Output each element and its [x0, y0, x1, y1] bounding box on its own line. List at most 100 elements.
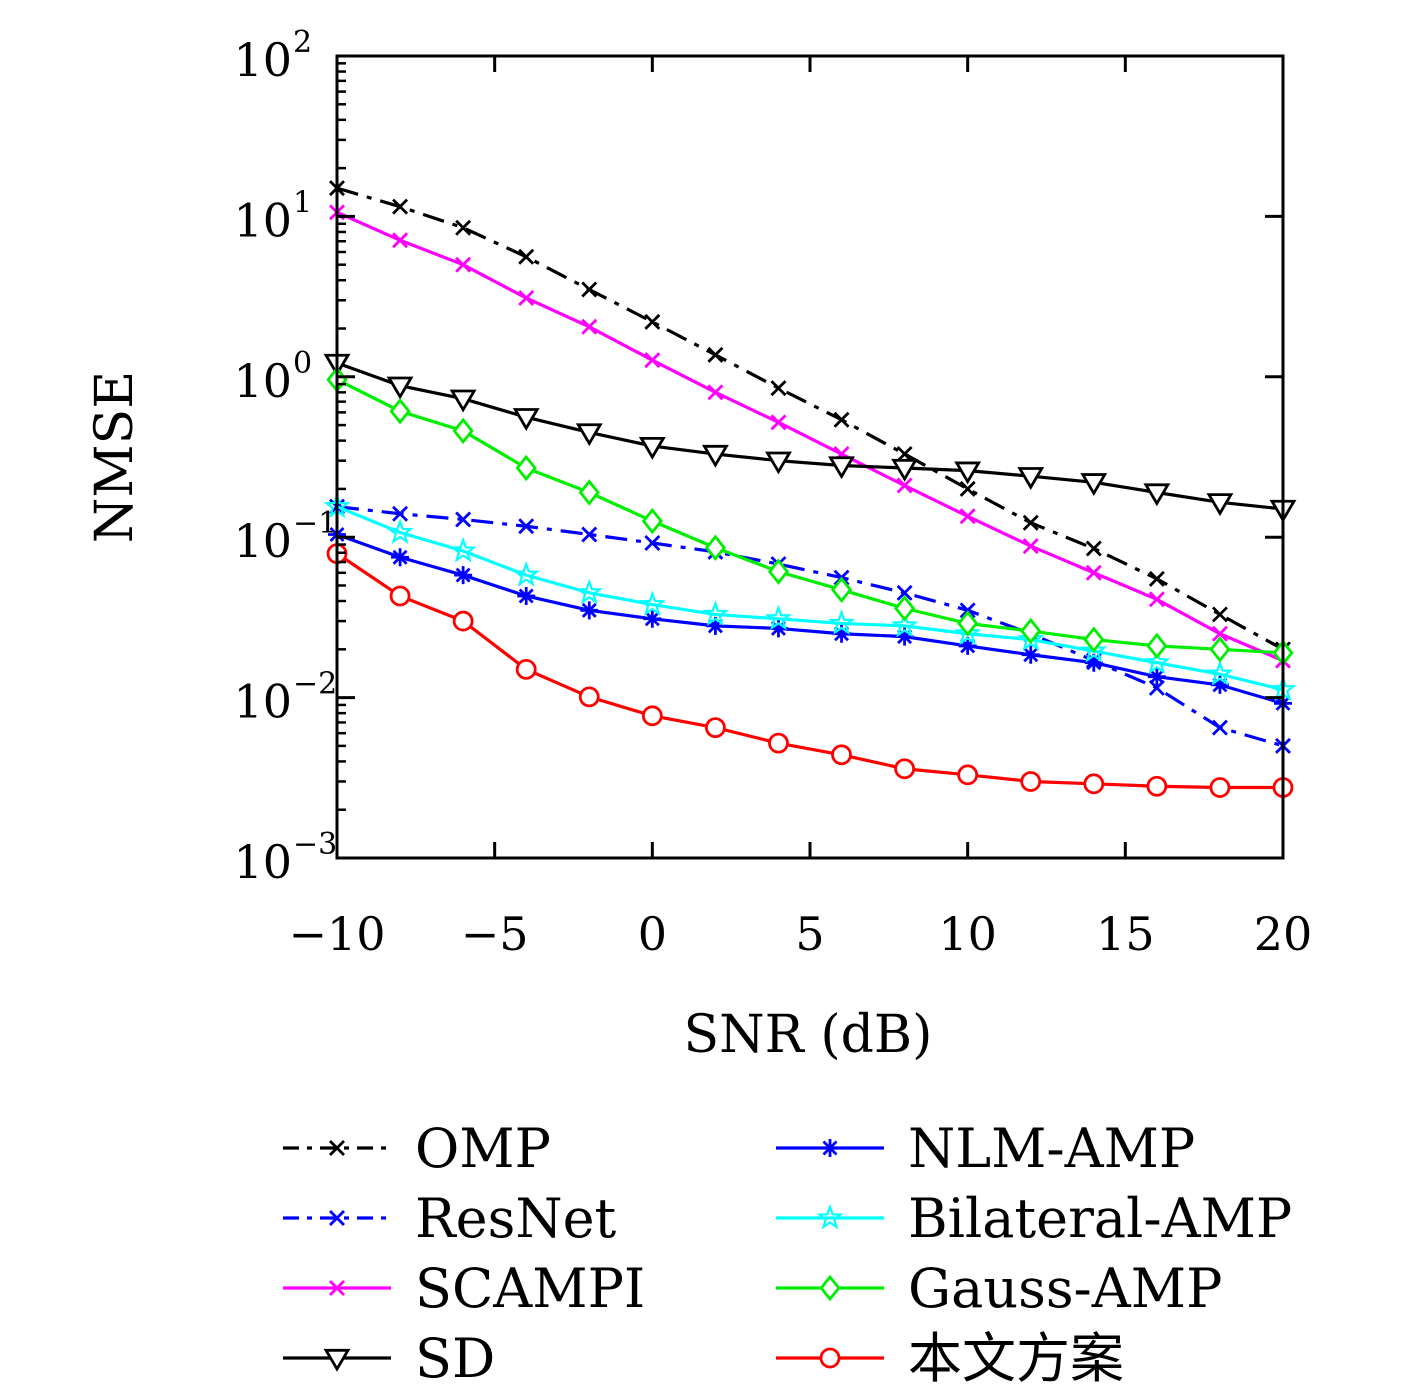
data-point-nlm-amp: [643, 609, 662, 628]
y-tick-label-base: 10: [233, 514, 292, 568]
series-line-omp: [336, 186, 1284, 651]
data-point-gauss-amp: [957, 610, 979, 637]
data-point-gauss-amp: [452, 417, 474, 445]
data-point-bilateral-amp: [954, 619, 982, 646]
y-axis-title: NMSE: [85, 371, 145, 543]
data-point-nlm-amp: [454, 566, 473, 585]
x-tick-label: 5: [795, 907, 824, 961]
data-point-nlm-amp: [706, 616, 725, 635]
legend-label: Bilateral-AMP: [908, 1187, 1292, 1250]
data-point-nlm-amp: [1210, 675, 1229, 694]
data-point-scampi: [959, 508, 976, 525]
data-point-scampi: [644, 352, 661, 369]
y-tick-label-base: 10: [233, 675, 292, 729]
x-tick-label: −5: [461, 907, 529, 961]
data-point-omp: [770, 380, 787, 397]
data-point-bilateral-amp: [512, 560, 540, 587]
legend-entry-omp: OMP: [283, 1117, 551, 1180]
data-point-series-7: [452, 610, 474, 632]
data-point-series-7: [768, 732, 789, 754]
data-point-scampi: [896, 477, 913, 494]
y-tick-label-base: 10: [233, 354, 292, 408]
series-line-sd: [336, 361, 1284, 511]
data-point-bilateral-amp: [575, 578, 603, 605]
data-point-nlm-amp: [1084, 653, 1103, 672]
data-point-nlm-amp: [958, 636, 977, 655]
series-nlm-amp: [328, 525, 1292, 713]
legend-label: OMP: [415, 1117, 551, 1180]
data-point-series-7: [578, 686, 600, 708]
data-point-bilateral-amp: [1080, 636, 1108, 663]
plot-series: [323, 180, 1297, 798]
data-point-scampi: [518, 289, 535, 306]
data-point-resnet: [518, 518, 535, 535]
y-tick-label-exponent: −1: [293, 506, 337, 541]
legend-entry-sd: SD: [283, 1327, 495, 1390]
data-point-bilateral-amp: [449, 536, 477, 563]
legend-label: Gauss-AMP: [908, 1257, 1222, 1320]
data-point-bilateral-amp: [827, 609, 856, 635]
data-point-gauss-amp: [641, 507, 663, 535]
series-series-7: [326, 543, 1294, 798]
data-point-gauss-amp: [894, 595, 916, 622]
data-point-bilateral-amp: [1143, 648, 1171, 675]
x-tick-label: 15: [1096, 907, 1155, 961]
y-tick-label-base: 10: [233, 193, 292, 247]
data-point-sd: [512, 408, 540, 431]
x-axis-title: SNR (dB): [684, 1005, 933, 1065]
data-point-omp: [518, 248, 535, 265]
data-point-sd: [701, 444, 729, 468]
legend-label: 本文方案: [908, 1327, 1124, 1390]
data-point-series-7: [1209, 777, 1231, 798]
data-point-sd: [891, 458, 919, 482]
data-point-nlm-amp: [1147, 667, 1166, 686]
data-point-gauss-amp: [767, 558, 790, 585]
data-point-series-7: [641, 705, 663, 727]
series-line-resnet: [336, 505, 1284, 748]
data-point-scampi: [455, 256, 472, 273]
data-point-series-7: [1083, 773, 1105, 795]
data-point-series-7: [705, 717, 726, 739]
legend-label: SD: [415, 1327, 495, 1390]
legend-marker: [819, 1347, 841, 1369]
data-point-gauss-amp: [1146, 632, 1168, 660]
data-point-nlm-amp: [580, 601, 599, 620]
data-point-omp: [833, 411, 850, 428]
y-tick-label-base: 10: [233, 33, 292, 87]
data-point-omp: [707, 346, 724, 363]
data-point-series-7: [957, 764, 979, 786]
data-point-resnet: [896, 584, 913, 601]
y-tick-label-exponent: 0: [293, 346, 312, 381]
data-point-sd: [1206, 493, 1234, 517]
data-point-bilateral-amp: [386, 518, 414, 545]
legend-marker: [329, 1280, 345, 1296]
legend-entry-bilateral-amp: Bilateral-AMP: [776, 1187, 1292, 1250]
data-point-sd: [449, 389, 477, 413]
series-resnet: [329, 498, 1291, 754]
data-point-scampi: [1022, 538, 1039, 555]
data-point-scampi: [1211, 625, 1228, 642]
x-tick-label: −10: [288, 907, 385, 961]
data-point-sd: [765, 451, 792, 475]
series-line-nlm-amp: [336, 532, 1284, 705]
data-point-gauss-amp: [1020, 617, 1042, 645]
legend-marker: [329, 1140, 345, 1156]
data-point-omp: [1085, 540, 1102, 557]
data-point-bilateral-amp: [701, 600, 729, 626]
x-tick-label: 10: [938, 907, 997, 961]
data-point-nlm-amp: [1021, 645, 1040, 664]
data-point-sd: [638, 436, 666, 460]
legend-label: NLM-AMP: [908, 1117, 1195, 1180]
data-point-series-7: [831, 744, 852, 766]
data-point-bilateral-amp: [1206, 659, 1234, 686]
legend-entry-resnet: ResNet: [283, 1187, 617, 1250]
data-point-series-7: [389, 585, 411, 607]
series-bilateral-amp: [323, 492, 1297, 702]
data-point-gauss-amp: [515, 454, 537, 482]
data-point-omp: [644, 313, 661, 330]
axis-ticks: [335, 54, 1285, 860]
series-scampi: [329, 204, 1291, 669]
series-line-series-7: [336, 552, 1283, 790]
